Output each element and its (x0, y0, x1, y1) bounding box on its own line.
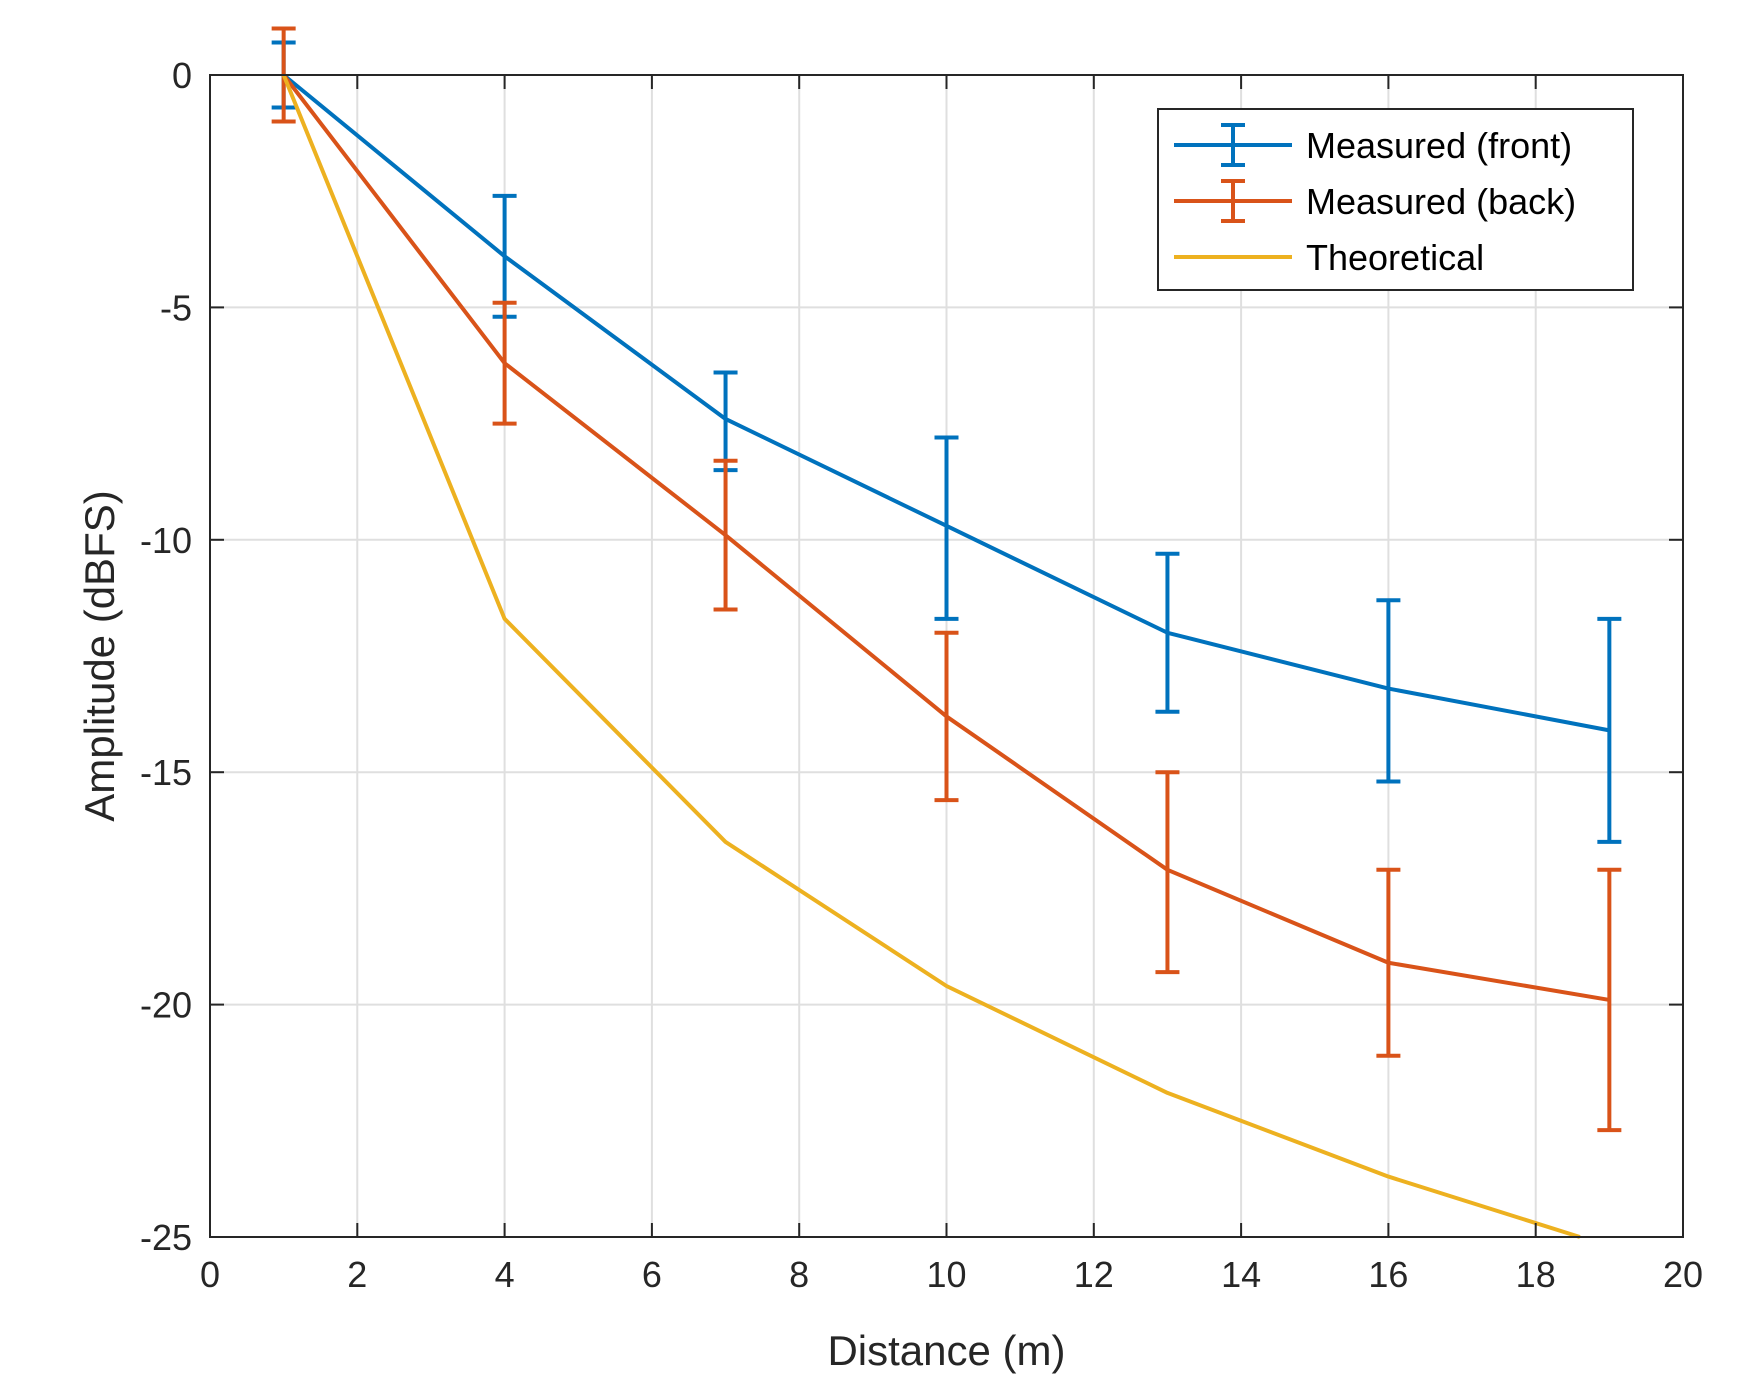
x-tick-label: 0 (200, 1254, 220, 1295)
error-bar (1597, 867, 1622, 1133)
legend-item: Measured (back) (1174, 179, 1576, 223)
y-tick-label: -5 (160, 287, 192, 328)
x-tick-label: 18 (1516, 1254, 1556, 1295)
legend-item: Theoretical (1174, 237, 1484, 278)
error-bar (713, 458, 738, 612)
y-tick-label: 0 (172, 55, 192, 96)
legend: Measured (front) Measured (back) Theoretic… (1157, 108, 1634, 291)
series-measured-back (271, 26, 1622, 1133)
error-bar (1155, 551, 1180, 714)
y-tick-label: -25 (140, 1217, 192, 1258)
error-bar (1376, 867, 1401, 1058)
error-bar (934, 630, 959, 803)
error-bar (492, 193, 517, 319)
x-tick-label: 10 (926, 1254, 966, 1295)
error-bar (1376, 598, 1401, 784)
series-measured-front (271, 40, 1622, 844)
error-bar (1155, 770, 1180, 975)
y-axis-title: Amplitude (dBFS) (76, 490, 123, 821)
x-tick-label: 8 (789, 1254, 809, 1295)
x-tick-label: 6 (642, 1254, 662, 1295)
axis-ticks: 0 2 4 6 8 10 12 14 16 18 20 0 -5 -10 -15 -20 -25 (140, 55, 1703, 1295)
x-tick-label: 2 (347, 1254, 367, 1295)
y-tick-label: -10 (140, 520, 192, 561)
x-axis-title: Distance (m) (827, 1327, 1065, 1374)
error-bar (492, 300, 517, 426)
series-line (281, 74, 1581, 1239)
y-tick-label: -15 (140, 752, 192, 793)
x-tick-label: 14 (1221, 1254, 1261, 1295)
legend-label: Measured (front) (1306, 125, 1572, 166)
x-tick-label: 20 (1663, 1254, 1703, 1295)
plot-series (271, 26, 1622, 1239)
x-tick-label: 12 (1074, 1254, 1114, 1295)
x-tick-label: 16 (1368, 1254, 1408, 1295)
series-theoretical (281, 74, 1581, 1239)
legend-label: Measured (back) (1306, 181, 1576, 222)
legend-label: Theoretical (1306, 237, 1484, 278)
error-bar (1597, 616, 1622, 844)
error-bar (934, 435, 959, 621)
legend-item: Measured (front) (1174, 123, 1572, 167)
y-tick-label: -20 (140, 985, 192, 1026)
x-tick-label: 4 (495, 1254, 515, 1295)
